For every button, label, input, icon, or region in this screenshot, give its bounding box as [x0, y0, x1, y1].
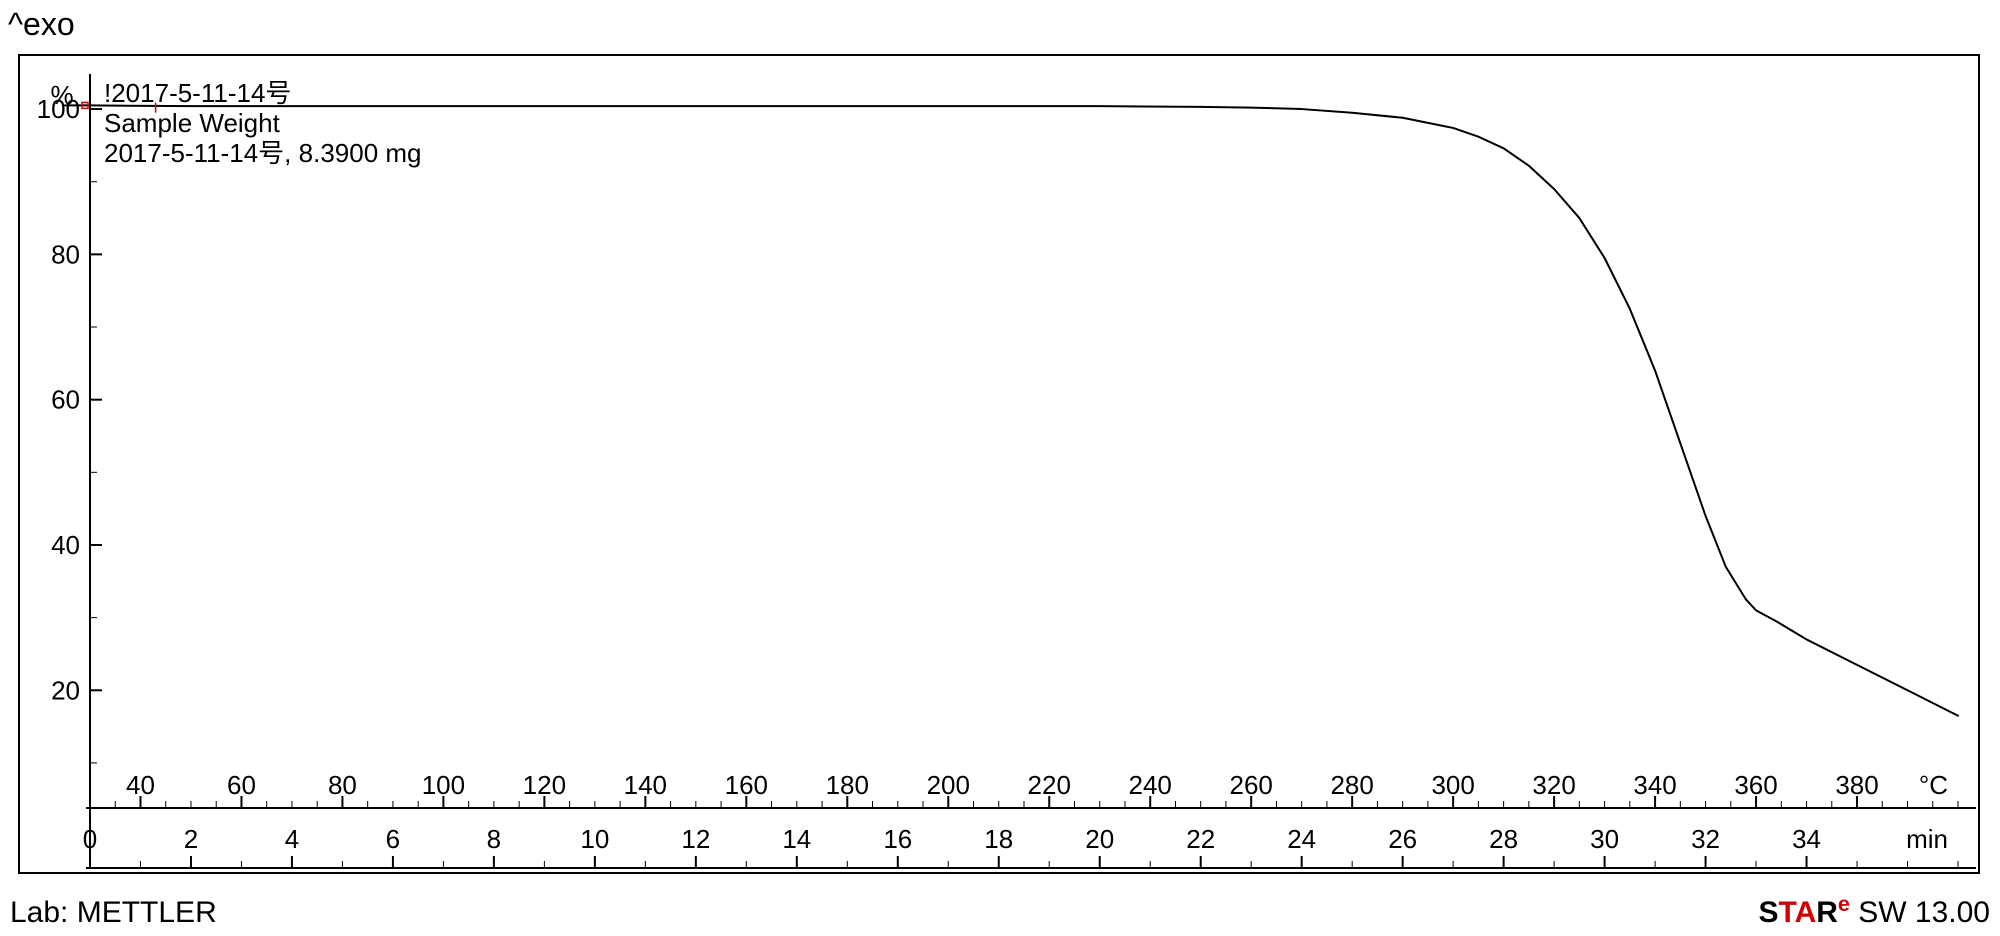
svg-text:30: 30 — [1590, 824, 1619, 854]
svg-text:4: 4 — [285, 824, 299, 854]
tga-chart: %204060801004060801001201401601802002202… — [20, 56, 1978, 872]
svg-text:26: 26 — [1388, 824, 1417, 854]
svg-text:300: 300 — [1431, 770, 1474, 800]
brand-ta: TA — [1778, 896, 1816, 929]
svg-text:80: 80 — [328, 770, 357, 800]
svg-text:60: 60 — [227, 770, 256, 800]
brand-e: e — [1838, 891, 1850, 916]
svg-text:380: 380 — [1835, 770, 1878, 800]
footer: Lab: METTLER STARe SW 13.00 — [10, 890, 1990, 930]
svg-text:10: 10 — [580, 824, 609, 854]
svg-text:40: 40 — [51, 530, 80, 560]
svg-text:2017-5-11-14号, 8.3900 mg: 2017-5-11-14号, 8.3900 mg — [104, 138, 422, 168]
exo-label: ^exo — [8, 6, 75, 43]
svg-text:20: 20 — [1085, 824, 1114, 854]
brand-r: R — [1816, 896, 1838, 929]
svg-text:180: 180 — [826, 770, 869, 800]
svg-text:8: 8 — [487, 824, 501, 854]
svg-text:24: 24 — [1287, 824, 1316, 854]
svg-text:12: 12 — [681, 824, 710, 854]
svg-text:100: 100 — [422, 770, 465, 800]
svg-text:120: 120 — [523, 770, 566, 800]
svg-text:!2017-5-11-14号: !2017-5-11-14号 — [104, 78, 291, 108]
plot-frame: %204060801004060801001201401601802002202… — [18, 54, 1980, 874]
lab-label: Lab: METTLER — [10, 896, 217, 930]
svg-text:14: 14 — [782, 824, 811, 854]
svg-text:220: 220 — [1028, 770, 1071, 800]
svg-text:28: 28 — [1489, 824, 1518, 854]
svg-text:20: 20 — [51, 675, 80, 705]
brand-rest: SW 13.00 — [1850, 896, 1990, 929]
svg-text:0: 0 — [83, 824, 97, 854]
svg-text:40: 40 — [126, 770, 155, 800]
svg-text:18: 18 — [984, 824, 1013, 854]
svg-text:260: 260 — [1229, 770, 1272, 800]
svg-text:°C: °C — [1919, 770, 1948, 800]
svg-text:32: 32 — [1691, 824, 1720, 854]
svg-text:320: 320 — [1532, 770, 1575, 800]
brand-s: S — [1758, 896, 1778, 929]
svg-text:80: 80 — [51, 239, 80, 269]
svg-text:Sample Weight: Sample Weight — [104, 108, 281, 138]
svg-text:2: 2 — [184, 824, 198, 854]
svg-text:6: 6 — [386, 824, 400, 854]
svg-text:360: 360 — [1734, 770, 1777, 800]
svg-text:280: 280 — [1330, 770, 1373, 800]
svg-text:16: 16 — [883, 824, 912, 854]
svg-text:240: 240 — [1129, 770, 1172, 800]
svg-text:160: 160 — [725, 770, 768, 800]
svg-text:200: 200 — [927, 770, 970, 800]
svg-text:340: 340 — [1633, 770, 1676, 800]
svg-text:min: min — [1906, 824, 1948, 854]
svg-text:60: 60 — [51, 385, 80, 415]
svg-text:140: 140 — [624, 770, 667, 800]
svg-text:100: 100 — [37, 94, 80, 124]
software-brand: STARe SW 13.00 — [1758, 891, 1990, 930]
svg-text:22: 22 — [1186, 824, 1215, 854]
svg-text:34: 34 — [1792, 824, 1821, 854]
